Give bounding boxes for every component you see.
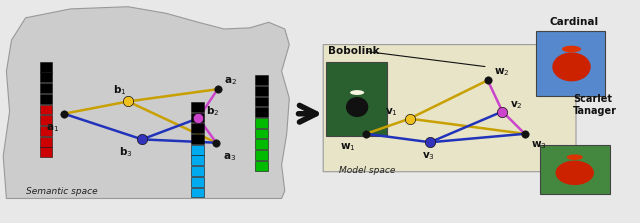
Text: b$_1$: b$_1$ <box>113 84 126 97</box>
Bar <box>191 188 204 197</box>
Text: b$_3$: b$_3$ <box>119 145 132 159</box>
Bar <box>191 177 204 187</box>
Point <box>211 141 221 145</box>
Bar <box>255 75 268 85</box>
Text: a$_1$: a$_1$ <box>46 122 59 134</box>
Bar <box>255 107 268 117</box>
Bar <box>40 126 52 136</box>
Bar <box>40 94 52 104</box>
Text: b$_2$: b$_2$ <box>206 104 220 118</box>
Bar <box>255 139 268 149</box>
Point <box>193 116 204 120</box>
Text: Semantic space: Semantic space <box>26 187 97 196</box>
Text: w$_2$: w$_2$ <box>494 66 509 78</box>
Ellipse shape <box>346 97 369 117</box>
Text: v$_1$: v$_1$ <box>385 107 398 118</box>
Ellipse shape <box>567 154 583 160</box>
Polygon shape <box>323 45 576 172</box>
Bar <box>40 72 52 82</box>
Text: a$_2$: a$_2$ <box>224 75 237 87</box>
Bar <box>40 83 52 93</box>
Bar <box>536 31 605 96</box>
Point <box>59 112 69 116</box>
Point <box>483 78 493 82</box>
Text: Model space: Model space <box>339 166 396 175</box>
Point <box>520 132 530 136</box>
Ellipse shape <box>552 52 591 81</box>
Bar <box>191 166 204 176</box>
Point <box>497 110 508 113</box>
Bar <box>191 123 204 133</box>
Bar <box>255 129 268 138</box>
Text: w$_3$: w$_3$ <box>531 140 547 151</box>
Bar <box>255 97 268 106</box>
Point <box>123 100 133 103</box>
Text: w$_1$: w$_1$ <box>340 141 356 153</box>
Text: Scarlet
Tanager: Scarlet Tanager <box>573 94 617 116</box>
Bar <box>191 155 204 165</box>
Bar <box>191 113 204 122</box>
Ellipse shape <box>556 161 594 185</box>
Point <box>361 132 371 136</box>
Point <box>425 140 435 144</box>
Ellipse shape <box>350 90 364 95</box>
Bar <box>40 137 52 147</box>
Bar <box>191 134 204 144</box>
Bar <box>255 150 268 160</box>
Bar <box>40 115 52 125</box>
Text: Bobolink: Bobolink <box>328 45 380 56</box>
Bar <box>40 62 52 72</box>
Bar <box>255 118 268 128</box>
Text: v$_2$: v$_2$ <box>510 99 523 111</box>
Bar <box>255 86 268 96</box>
Text: Cardinal: Cardinal <box>549 17 598 27</box>
Bar <box>40 147 52 157</box>
Ellipse shape <box>562 46 581 52</box>
Text: v$_3$: v$_3$ <box>422 150 435 162</box>
Bar <box>255 161 268 171</box>
Point <box>212 87 223 91</box>
Bar <box>40 105 52 114</box>
Bar <box>191 102 204 112</box>
Bar <box>326 62 387 136</box>
Point <box>404 117 415 120</box>
Bar <box>191 145 204 155</box>
Point <box>137 138 147 141</box>
Polygon shape <box>3 7 289 198</box>
Bar <box>540 145 610 194</box>
Text: a$_3$: a$_3$ <box>223 151 236 163</box>
